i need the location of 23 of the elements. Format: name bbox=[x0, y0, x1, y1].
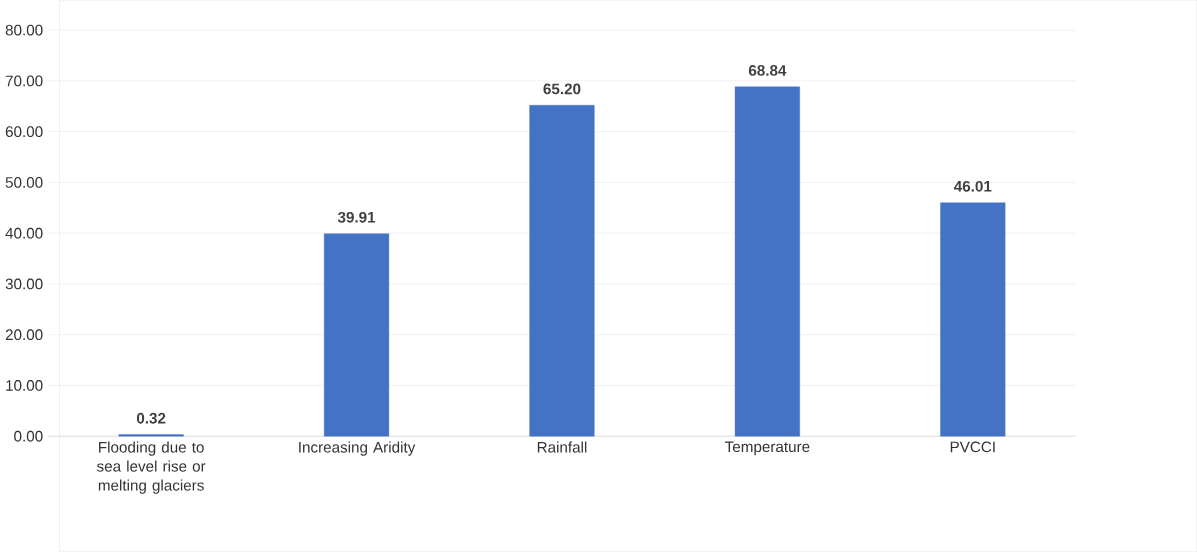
bar bbox=[734, 86, 800, 437]
y-tick-label: 80.00 bbox=[5, 24, 43, 36]
data-label: 0.32 bbox=[136, 412, 166, 424]
bar bbox=[529, 105, 595, 437]
bar bbox=[940, 202, 1006, 437]
y-tick-label: 20.00 bbox=[5, 329, 43, 341]
y-tick-label: 70.00 bbox=[5, 75, 43, 87]
x-tick-label: Increasing Aridity bbox=[299, 441, 416, 456]
data-label: 65.20 bbox=[543, 83, 581, 95]
y-tick-label: 50.00 bbox=[5, 177, 43, 188]
data-label: 68.84 bbox=[748, 65, 787, 76]
y-tick-label: 0.00 bbox=[14, 430, 43, 442]
y-tick-label: 60.00 bbox=[5, 126, 43, 138]
y-tick-label: 40.00 bbox=[5, 227, 43, 239]
x-tick-label: PVCCI bbox=[950, 441, 995, 453]
y-tick-label: 30.00 bbox=[5, 278, 43, 290]
x-tick-label: Rainfall bbox=[537, 441, 587, 453]
x-tick-label: Flooding due to sea level rise or melting glaciers bbox=[97, 441, 206, 494]
data-label: 46.01 bbox=[954, 180, 992, 192]
bar bbox=[324, 233, 390, 437]
y-tick-label: 10.00 bbox=[6, 380, 43, 391]
x-tick-label: Temperature bbox=[725, 441, 810, 456]
data-label: 39.91 bbox=[337, 211, 376, 223]
